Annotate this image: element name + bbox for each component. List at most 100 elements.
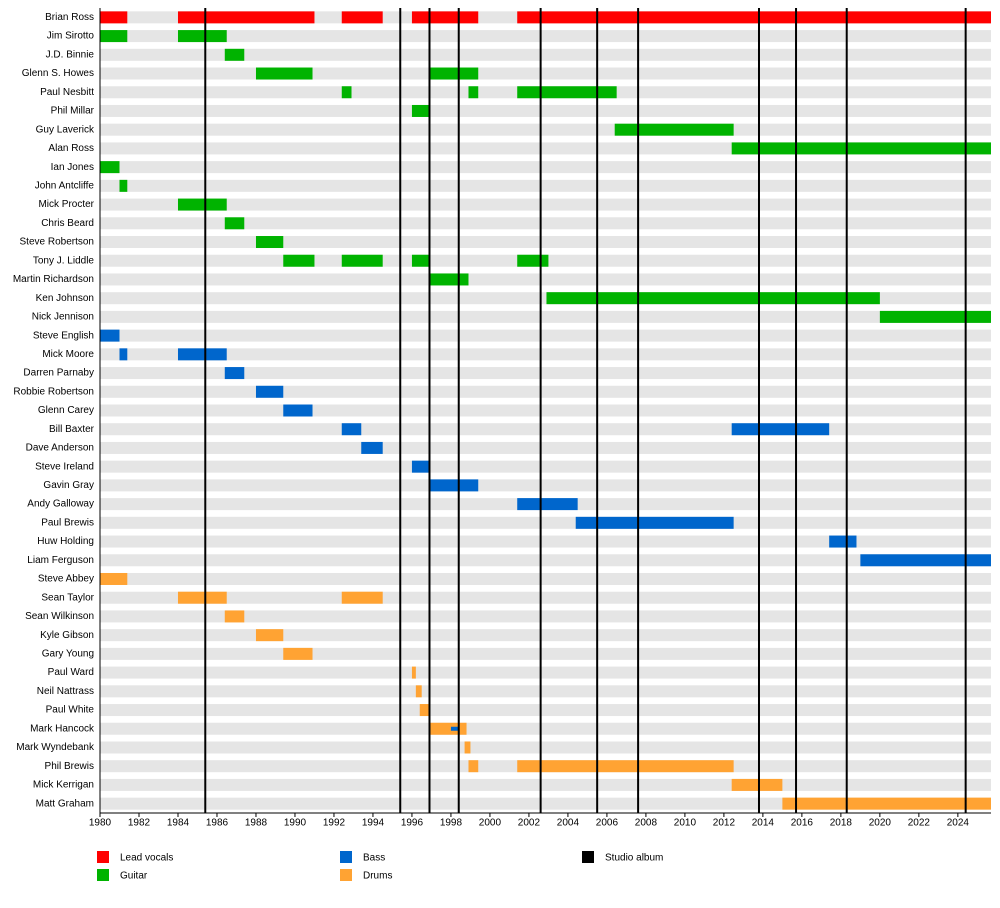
row-stripe <box>100 217 991 230</box>
x-tick-label: 2022 <box>908 818 931 829</box>
x-tick-label: 1998 <box>440 818 463 829</box>
x-tick-label: 2006 <box>596 818 619 829</box>
member-name: Robbie Robertson <box>13 386 94 397</box>
tenure-bar <box>283 647 313 660</box>
member-name: Tony J. Liddle <box>33 255 95 266</box>
tenure-bar <box>468 86 479 99</box>
tenure-bar <box>100 30 128 43</box>
member-name: Neil Nattrass <box>37 686 94 697</box>
x-tick-label: 1982 <box>128 818 151 829</box>
row-stripe <box>100 591 991 604</box>
row-stripe <box>100 48 991 61</box>
member-name: Glenn Carey <box>38 405 94 416</box>
member-name: Jim Sirotto <box>47 31 95 42</box>
legend-swatch <box>340 869 352 881</box>
tenure-bar <box>224 48 245 61</box>
tenure-bar <box>341 591 383 604</box>
tenure-bar <box>429 273 469 286</box>
row-stripe <box>100 647 991 660</box>
member-name: Steve Robertson <box>20 237 95 248</box>
tenure-bar <box>411 460 430 473</box>
row-stripe <box>100 367 991 380</box>
member-name: Bill Baxter <box>49 424 95 435</box>
tenure-bar <box>614 123 734 136</box>
tenure-bar <box>429 479 479 492</box>
member-name: Matt Graham <box>36 798 94 809</box>
member-name: Mark Wyndebank <box>16 742 95 753</box>
tenure-bar <box>411 254 430 267</box>
tenure-bar <box>361 441 383 454</box>
row-stripe <box>100 385 991 398</box>
legend-label: Lead vocals <box>120 853 173 864</box>
tenure-bar <box>517 254 549 267</box>
member-name: Andy Galloway <box>27 499 94 510</box>
tenure-bar <box>255 67 313 80</box>
row-stripe <box>100 123 991 136</box>
member-name: Paul White <box>46 705 95 716</box>
tenure-bar <box>100 161 120 174</box>
tenure-bar <box>341 254 383 267</box>
member-name: Ken Johnson <box>36 293 94 304</box>
tenure-bar <box>177 198 227 211</box>
tenure-bar <box>255 629 284 642</box>
row-stripe <box>100 329 991 342</box>
row-stripe <box>100 441 991 454</box>
row-stripe <box>100 610 991 623</box>
x-tick-label: 2020 <box>869 818 892 829</box>
row-stripe <box>100 404 991 417</box>
row-stripe <box>100 535 991 548</box>
row-stripe <box>100 741 991 754</box>
x-tick-label: 2024 <box>947 818 970 829</box>
legend-swatch <box>582 851 594 863</box>
x-tick-label: 1984 <box>167 818 190 829</box>
member-name: Nick Jennison <box>32 312 94 323</box>
member-name: Steve Ireland <box>35 461 94 472</box>
member-name: Dave Anderson <box>26 443 94 454</box>
x-tick-label: 2016 <box>791 818 814 829</box>
tenure-bar <box>341 423 362 436</box>
member-name: Chris Beard <box>41 218 94 229</box>
tenure-bar <box>283 254 315 267</box>
x-tick-label: 2008 <box>635 818 658 829</box>
tenure-bar <box>177 348 227 361</box>
tenure-bar <box>411 11 479 24</box>
x-tick-label: 1994 <box>362 818 385 829</box>
x-tick-label: 1988 <box>245 818 268 829</box>
row-stripe <box>100 704 991 717</box>
member-name: Guy Laverick <box>36 124 95 135</box>
row-stripe <box>100 554 991 567</box>
member-name: Kyle Gibson <box>40 630 94 641</box>
row-stripe <box>100 629 991 642</box>
tenure-bar <box>224 217 245 230</box>
tenure-bar <box>177 11 315 24</box>
member-name: Steve English <box>33 330 94 341</box>
row-stripe <box>100 67 991 80</box>
member-name: J.D. Binnie <box>46 49 95 60</box>
x-tick-label: 2014 <box>752 818 775 829</box>
member-name: Martin Richardson <box>13 274 94 285</box>
legend-label: Studio album <box>605 853 663 864</box>
x-tick-label: 2000 <box>479 818 502 829</box>
member-name: Mick Procter <box>38 199 94 210</box>
tenure-bar <box>100 329 120 342</box>
row-stripe <box>100 104 991 117</box>
x-tick-label: 1986 <box>206 818 229 829</box>
member-name: Sean Wilkinson <box>25 611 94 622</box>
x-tick-label: 1992 <box>323 818 346 829</box>
x-tick-label: 2002 <box>518 818 541 829</box>
tenure-bar <box>100 572 128 585</box>
tenure-bar <box>255 385 284 398</box>
x-tick-label: 1996 <box>401 818 424 829</box>
member-name: Phil Millar <box>51 106 95 117</box>
member-name: Gavin Gray <box>43 480 94 491</box>
member-name: Mark Hancock <box>30 723 95 734</box>
tenure-bar <box>517 11 991 24</box>
tenure-bar <box>429 722 467 735</box>
member-name: Huw Holding <box>37 536 94 547</box>
row-stripe <box>100 516 991 529</box>
member-name: Darren Parnaby <box>23 368 94 379</box>
tenure-bar <box>450 726 459 731</box>
member-name: Paul Nesbitt <box>40 87 94 98</box>
row-stripe <box>100 778 991 791</box>
